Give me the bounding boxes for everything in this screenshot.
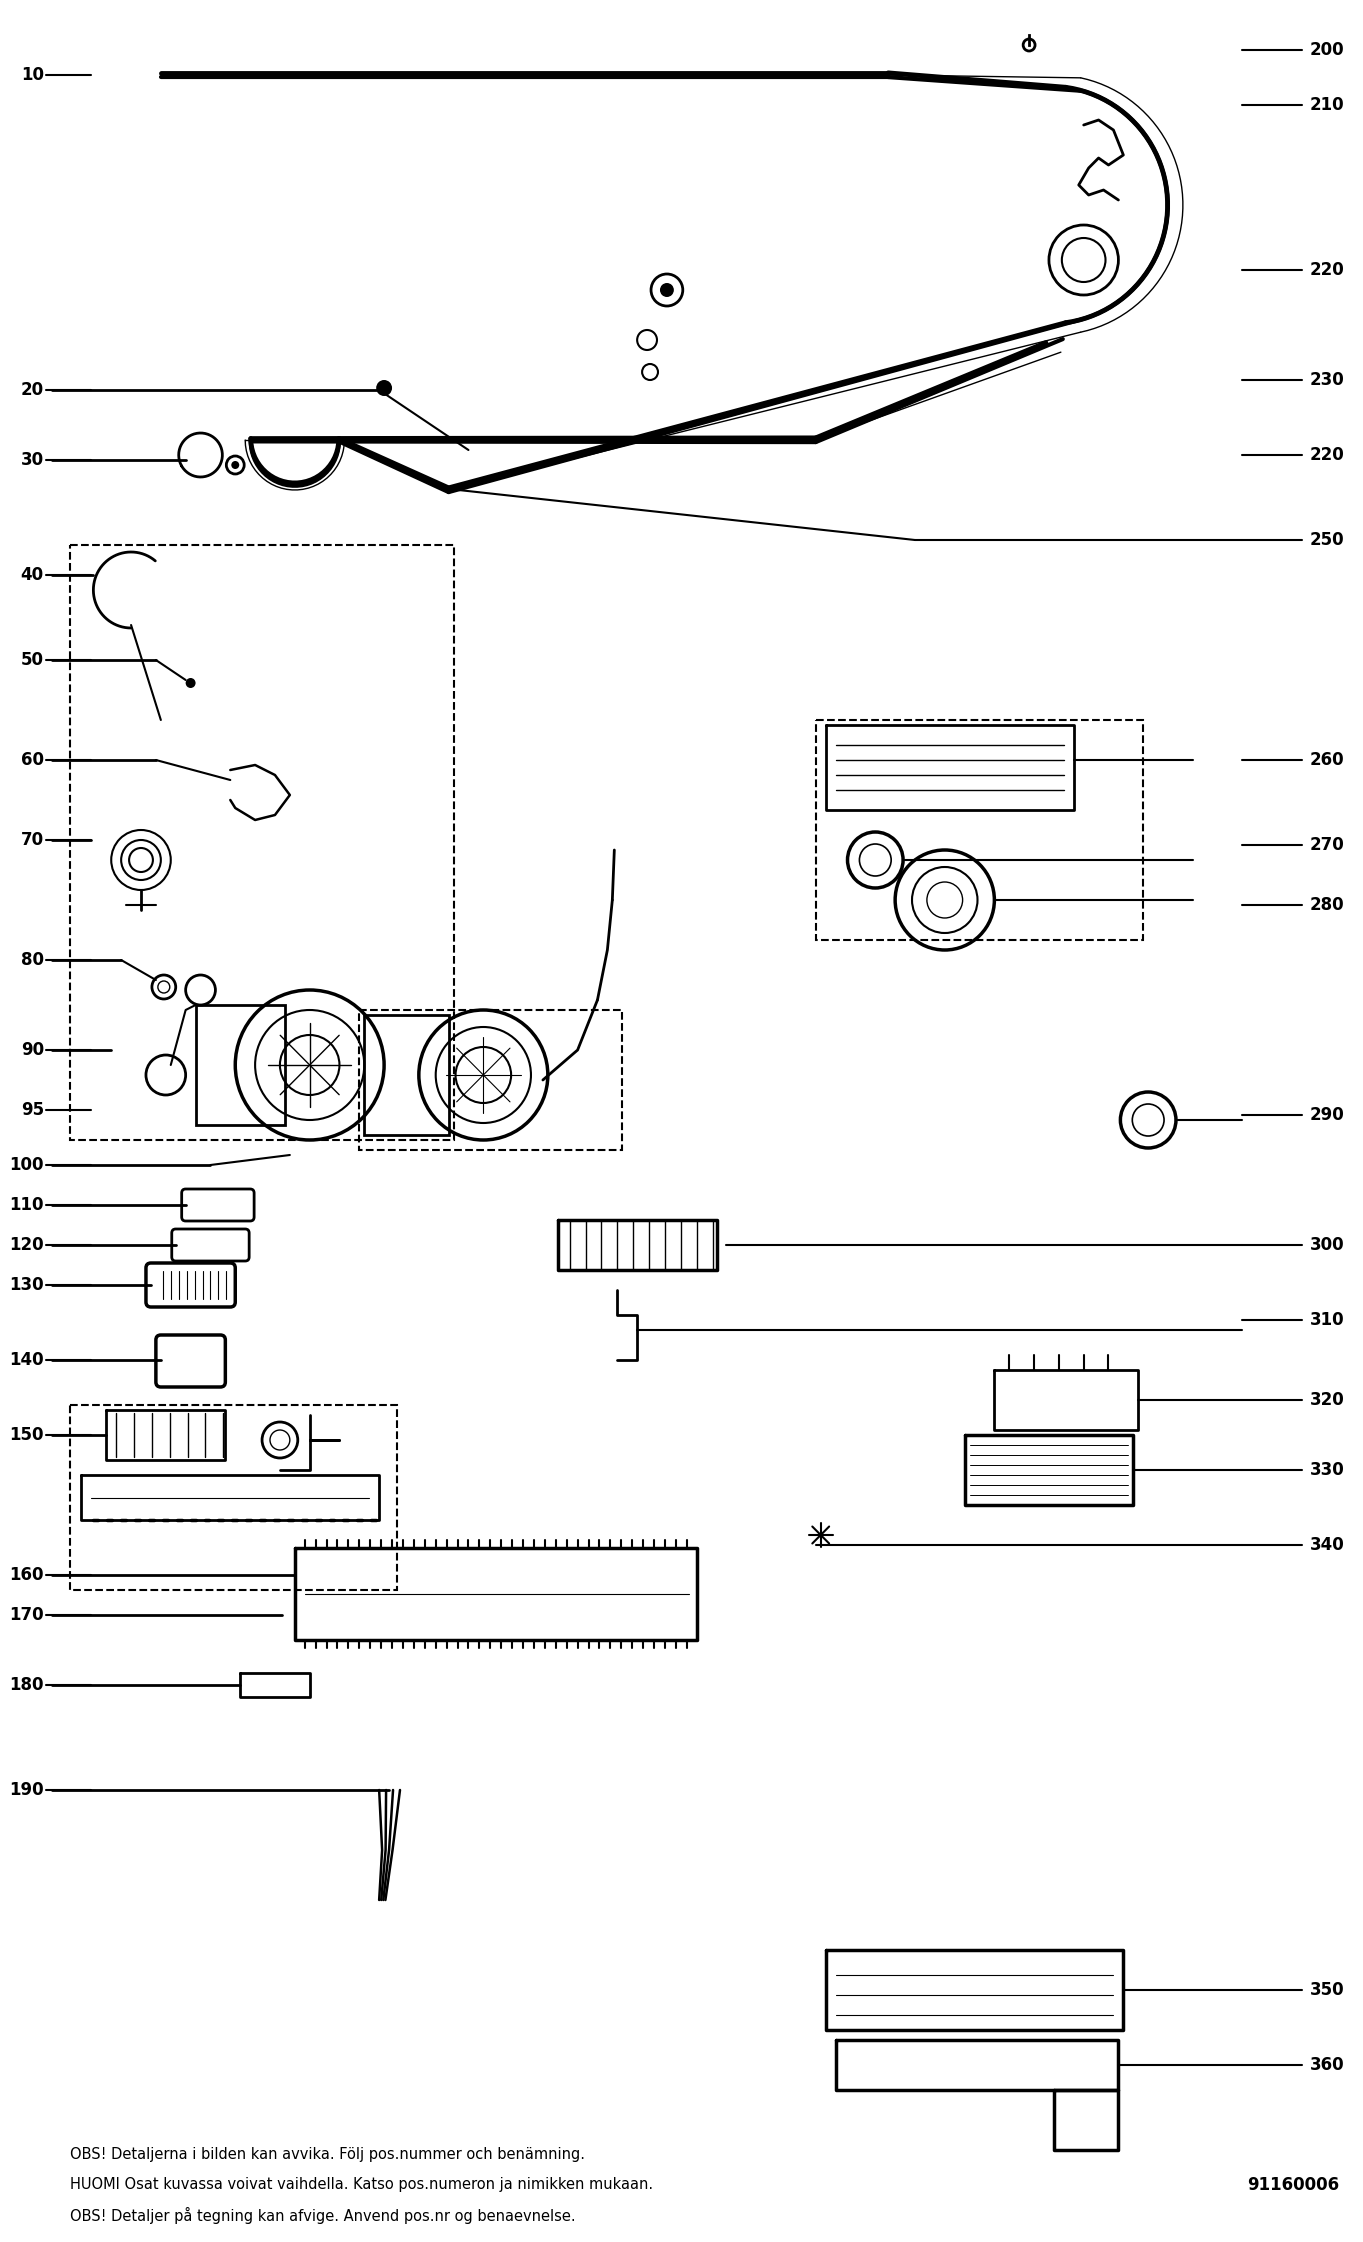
Text: 130: 130 xyxy=(10,1276,44,1294)
Bar xyxy=(364,1016,448,1134)
Text: 95: 95 xyxy=(20,1101,44,1119)
Text: 140: 140 xyxy=(10,1352,44,1370)
Text: 190: 190 xyxy=(10,1780,44,1798)
Text: 40: 40 xyxy=(20,565,44,583)
Circle shape xyxy=(232,462,240,469)
Text: 100: 100 xyxy=(10,1157,44,1175)
Text: 200: 200 xyxy=(1310,40,1344,58)
Text: OBS! Detaljer på tegning kan afvige. Anvend pos.nr og benaevnelse.: OBS! Detaljer på tegning kan afvige. Anv… xyxy=(70,2206,575,2224)
Text: 30: 30 xyxy=(20,451,44,469)
Text: 320: 320 xyxy=(1310,1390,1345,1408)
Circle shape xyxy=(376,379,393,397)
Circle shape xyxy=(660,282,673,296)
Text: 350: 350 xyxy=(1310,1982,1344,2000)
Text: 120: 120 xyxy=(10,1235,44,1253)
Text: 90: 90 xyxy=(20,1040,44,1058)
Text: 290: 290 xyxy=(1310,1105,1345,1123)
Text: 280: 280 xyxy=(1310,897,1344,915)
Bar xyxy=(70,1406,397,1590)
Circle shape xyxy=(185,677,195,688)
Text: 91160006: 91160006 xyxy=(1247,2177,1340,2195)
Text: 20: 20 xyxy=(20,381,44,399)
Text: 60: 60 xyxy=(20,751,44,769)
Text: 180: 180 xyxy=(10,1677,44,1695)
Text: HUOMI Osat kuvassa voivat vaihdella. Katso pos.numeron ja nimikken mukaan.: HUOMI Osat kuvassa voivat vaihdella. Kat… xyxy=(70,2177,653,2193)
Text: OBS! Detaljerna i bilden kan avvika. Följ pos.nummer och benämning.: OBS! Detaljerna i bilden kan avvika. Föl… xyxy=(70,2148,585,2164)
Text: 210: 210 xyxy=(1310,96,1344,114)
Bar xyxy=(195,1004,285,1125)
Text: 310: 310 xyxy=(1310,1312,1344,1330)
Text: 300: 300 xyxy=(1310,1235,1344,1253)
Bar xyxy=(360,1009,623,1150)
Text: 250: 250 xyxy=(1310,531,1344,549)
Text: 160: 160 xyxy=(10,1565,44,1585)
Text: 340: 340 xyxy=(1310,1536,1345,1554)
Text: 220: 220 xyxy=(1310,260,1345,278)
Text: 150: 150 xyxy=(10,1426,44,1444)
Text: 170: 170 xyxy=(10,1605,44,1623)
Bar xyxy=(816,720,1144,939)
Text: 330: 330 xyxy=(1310,1462,1345,1480)
Text: 360: 360 xyxy=(1310,2056,1344,2074)
Text: 220: 220 xyxy=(1310,446,1345,464)
Text: 230: 230 xyxy=(1310,370,1345,390)
Text: 260: 260 xyxy=(1310,751,1344,769)
Text: 70: 70 xyxy=(20,832,44,850)
Text: 50: 50 xyxy=(20,650,44,668)
Text: 80: 80 xyxy=(20,951,44,969)
Bar xyxy=(70,545,454,1139)
Text: 270: 270 xyxy=(1310,836,1345,854)
Text: 10: 10 xyxy=(20,65,44,83)
Text: 110: 110 xyxy=(10,1195,44,1213)
